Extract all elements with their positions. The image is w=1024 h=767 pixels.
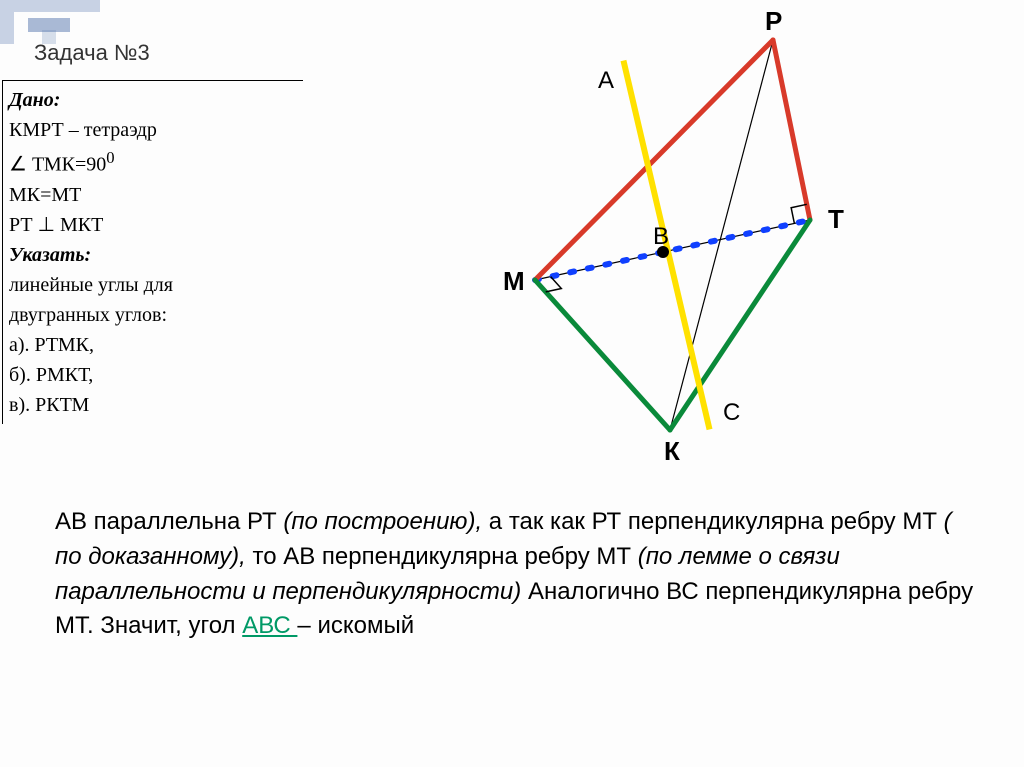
svg-text:Т: Т: [828, 204, 844, 234]
find-line-2: двугранных углов:: [9, 300, 299, 330]
given-line-4a: РТ: [9, 214, 38, 236]
exp-s3: а так как РТ перпендикулярна ребру МТ: [489, 508, 944, 535]
exp-s1: АВ параллельна РТ: [55, 508, 283, 535]
explanation-text: АВ параллельна РТ (по построению), а так…: [55, 505, 975, 644]
find-line-1: линейные углы для: [9, 270, 299, 300]
slide-stage: Задача №3 Дано: КМРТ – тетраэдр ∠ ТМК=90…: [0, 0, 1024, 767]
svg-text:К: К: [664, 436, 680, 466]
svg-text:В: В: [653, 223, 669, 250]
svg-text:М: М: [503, 266, 525, 296]
svg-text:Р: Р: [765, 10, 782, 36]
svg-text:С: С: [723, 399, 740, 426]
task-title: Задача №3: [34, 40, 150, 66]
exp-s2: (по построению),: [283, 508, 488, 535]
given-line-2-text: ТМК=90: [32, 154, 106, 176]
find-item-b: б). РМКТ,: [9, 360, 299, 390]
given-header: Дано:: [9, 85, 299, 115]
find-item-c: в). РКТМ: [9, 390, 299, 420]
exp-s5: то АВ перпендикулярна ребру МТ: [253, 543, 638, 570]
given-panel: Дано: КМРТ – тетраэдр ∠ ТМК=900 МК=МТ РТ…: [2, 80, 303, 424]
given-line-2-sup: 0: [106, 148, 114, 167]
find-header: Указать:: [9, 240, 299, 270]
exp-answer: АВС: [242, 612, 297, 639]
given-line-4b: МКТ: [60, 214, 103, 236]
given-line-3: МК=МТ: [9, 180, 299, 210]
svg-text:А: А: [598, 67, 614, 94]
given-line-2: ∠ ТМК=900: [9, 145, 299, 180]
exp-s9: – искомый: [297, 612, 414, 639]
tetrahedron-diagram: Р Т М К В А С: [480, 10, 910, 470]
given-line-1: КМРТ – тетраэдр: [9, 115, 299, 145]
find-item-a: а). РТМК,: [9, 330, 299, 360]
given-line-4: РТ ⊥ МКТ: [9, 210, 299, 240]
